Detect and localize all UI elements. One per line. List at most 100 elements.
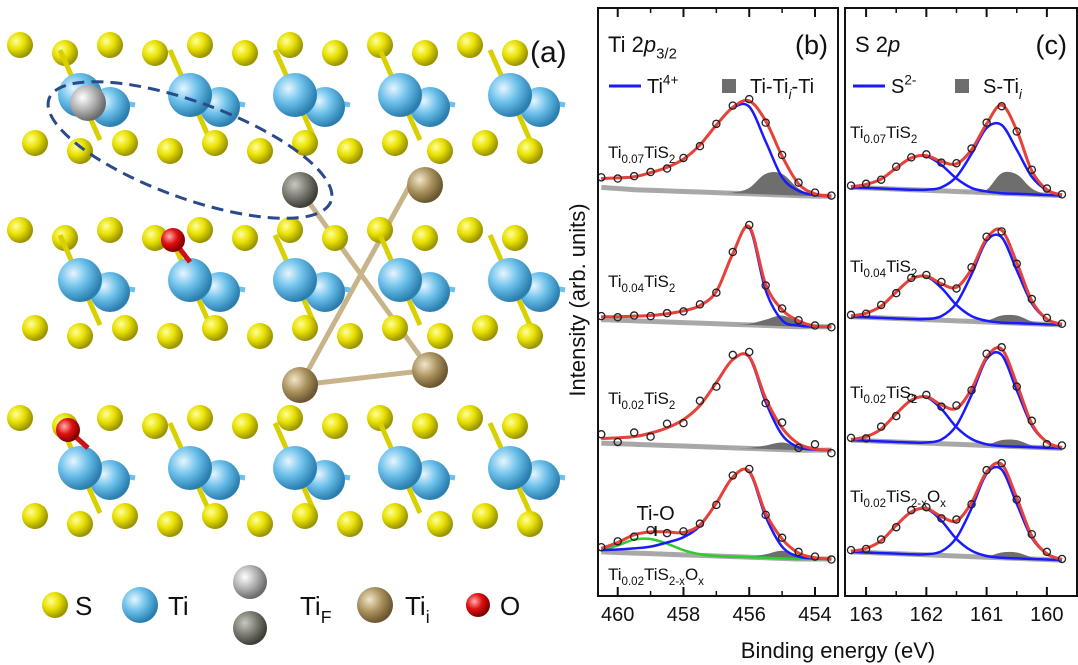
spectrum-label: Ti0.02TiS2-xOx xyxy=(608,565,704,588)
titanium xyxy=(273,73,317,117)
legend-label: Ti-Tii-Ti xyxy=(750,76,814,102)
sulfur xyxy=(337,138,363,164)
sulfur xyxy=(427,511,453,537)
sulfur xyxy=(517,511,543,537)
sulfur xyxy=(67,511,93,537)
spectrum-label-part: 0.07 xyxy=(864,134,886,146)
x-tick-label: 161 xyxy=(970,604,1003,626)
spectrum-label-part: 2 xyxy=(911,394,917,406)
ti-f xyxy=(282,172,318,208)
sulfur xyxy=(277,217,303,243)
sulfur xyxy=(412,40,438,66)
legend-swatch xyxy=(357,587,393,623)
panel-label: (b) xyxy=(795,30,828,60)
sulfur xyxy=(22,130,48,156)
spectrum-label-part: O xyxy=(685,565,698,584)
legend-label-part: i xyxy=(426,607,430,627)
sulfur xyxy=(427,138,453,164)
sulfur xyxy=(247,138,273,164)
spectrum-label-part: 0.07 xyxy=(622,154,644,166)
spectrum-label: Ti0.07TiS2 xyxy=(608,143,675,166)
legend-label-part: Ti xyxy=(405,591,426,621)
ti-i xyxy=(282,367,318,403)
spectrum-label-part: 0.02 xyxy=(622,400,644,412)
spectrum-label-part: TiS xyxy=(644,272,669,291)
sulfur xyxy=(112,503,138,529)
legend-label-part: i xyxy=(1019,87,1023,102)
sulfur xyxy=(472,503,498,529)
spectrum-label-part: TiS xyxy=(644,565,669,584)
xps-panels: Ti0.07TiS2Ti0.04TiS2Ti0.02TiS2Ti0.02TiS2… xyxy=(565,8,1077,663)
spectrum-label-part: 2 xyxy=(911,134,917,146)
spectrum-label-part: TiS xyxy=(886,257,911,276)
sulfur xyxy=(112,315,138,341)
spectrum-label-part: 2-x xyxy=(911,498,927,510)
sulfur xyxy=(382,315,408,341)
sulfur xyxy=(97,217,123,243)
crystal-structure: (a)STiTiFTiiO xyxy=(7,32,567,645)
legend-label-part: O xyxy=(500,591,520,621)
data-point xyxy=(811,441,818,448)
data-point xyxy=(746,348,753,355)
titanium xyxy=(378,446,422,490)
sulfur xyxy=(457,405,483,431)
legend-label-part: Ti-Ti xyxy=(750,76,789,98)
sulfur xyxy=(382,130,408,156)
titanium xyxy=(58,446,102,490)
legend-label: S-Tii xyxy=(983,76,1023,102)
spectrum-label-part: Ti xyxy=(608,565,622,584)
legend-swatch xyxy=(722,79,736,93)
spectrum-label-part: TiS xyxy=(644,143,669,162)
panel-title-part: p xyxy=(887,32,900,57)
sulfur xyxy=(412,413,438,439)
spectrum-label-part: 0.02 xyxy=(864,394,886,406)
titanium xyxy=(273,446,317,490)
fit-line xyxy=(851,105,1062,195)
sulfur xyxy=(247,323,273,349)
sulfur xyxy=(187,32,213,58)
legend-label-part: S xyxy=(891,76,904,98)
panel-title: S 2p xyxy=(855,32,900,57)
x-axis-label: Binding energy (eV) xyxy=(741,638,935,663)
sulfur xyxy=(232,40,258,66)
sulfur xyxy=(337,511,363,537)
panel-title-part: Ti 2 xyxy=(608,32,644,57)
spectrum-label-part: Ti xyxy=(608,272,622,291)
spectrum-label-part: Ti xyxy=(850,123,864,142)
legend-label-part: F xyxy=(321,607,332,627)
data-point xyxy=(729,351,736,358)
page: {"panel_a": {"label": "(a)", "legend": [… xyxy=(0,0,1078,665)
oxygen xyxy=(56,418,80,442)
sulfur xyxy=(517,138,543,164)
spectrum-label-part: 0.02 xyxy=(864,498,886,510)
spectrum-label: Ti0.02TiS2-xOx xyxy=(850,487,946,510)
sulfur xyxy=(277,32,303,58)
ti-f xyxy=(70,85,106,121)
sulfur xyxy=(322,225,348,251)
sulfur xyxy=(337,323,363,349)
ti-i xyxy=(412,352,448,388)
sulfur xyxy=(322,40,348,66)
spectrum-label-part: x xyxy=(940,498,946,510)
titanium xyxy=(168,446,212,490)
legend-swatch xyxy=(233,565,267,599)
titanium xyxy=(168,258,212,302)
sulfur xyxy=(202,315,228,341)
legend-swatch xyxy=(955,79,969,93)
x-tick-label: 454 xyxy=(798,604,831,626)
sulfur xyxy=(277,405,303,431)
sulfur xyxy=(457,217,483,243)
figure: (a)STiTiFTiiO Ti0.07TiS2Ti0.04TiS2Ti0.02… xyxy=(0,0,1078,665)
x-tick-label: 458 xyxy=(667,604,700,626)
sulfur xyxy=(157,138,183,164)
spectrum-label-part: Ti xyxy=(850,487,864,506)
sulfur xyxy=(502,40,528,66)
spectrum-label: Ti0.04TiS2 xyxy=(850,257,917,280)
spectrum-label-part: 0.04 xyxy=(622,283,645,295)
sulfur xyxy=(292,503,318,529)
sulfur xyxy=(382,503,408,529)
sulfur xyxy=(97,32,123,58)
x-tick-label: 460 xyxy=(601,604,634,626)
titanium xyxy=(488,258,532,302)
legend-label: S2- xyxy=(891,73,916,98)
